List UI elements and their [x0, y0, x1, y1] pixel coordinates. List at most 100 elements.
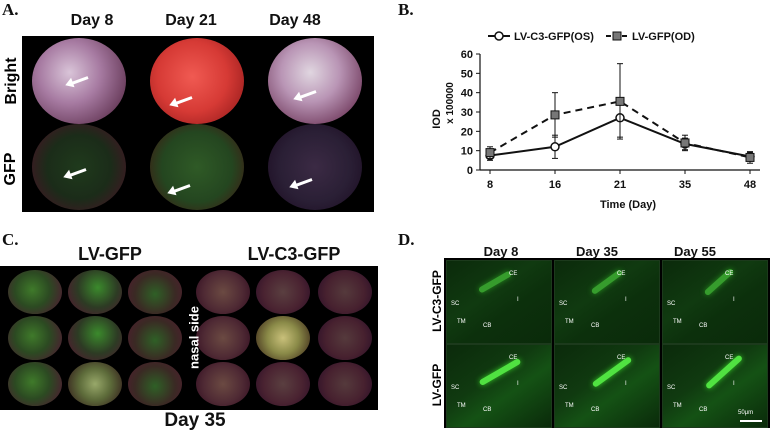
structure-label-cb: CB: [483, 323, 492, 329]
structure-label-sc: SC: [559, 385, 568, 391]
structure-label-i: I: [625, 297, 627, 303]
structure-label-tm: TM: [673, 403, 682, 409]
panel-c-image-grid: [0, 266, 378, 410]
structure-label-cb: CB: [483, 407, 492, 413]
data-point-circle: [550, 142, 560, 152]
panel-d-label: D.: [398, 230, 415, 249]
structure-label-tm: TM: [565, 319, 574, 325]
panel-a-image-grid: [22, 36, 374, 212]
x-tick-label: 16: [549, 179, 561, 191]
series-line-lv-gfp: [489, 100, 751, 159]
structure-label-ce: CE: [509, 271, 518, 277]
y-tick-label: 10: [461, 146, 473, 158]
fundus-image-tile: [128, 362, 182, 406]
fundus-image-tile: [256, 362, 310, 406]
y-tick-label: 0: [467, 165, 473, 177]
data-point-square: [615, 96, 625, 106]
fundus-image-tile: [8, 362, 62, 406]
y-axis-label: IOD: [431, 109, 443, 129]
structure-label-cb: CB: [591, 323, 600, 329]
y-tick-label: 50: [461, 68, 473, 80]
legend-marker-square: [612, 31, 622, 41]
structure-label-i: I: [625, 381, 627, 387]
structure-label-sc: SC: [667, 385, 676, 391]
histology-tile: CE SC TM CB I: [662, 260, 768, 344]
structure-label-tm: TM: [673, 319, 682, 325]
fundus-image-tile: [68, 316, 122, 360]
panel-c-day35-footer: Day 35: [164, 410, 226, 431]
y-tick-label: 20: [461, 126, 473, 138]
panel-a-bright-row-label: Bright: [3, 57, 20, 105]
structure-label-sc: SC: [559, 301, 568, 307]
panel-d-day55-header: Day 55: [674, 244, 716, 259]
fundus-image-tile: [256, 270, 310, 314]
panel-a-gfp-row-label: GFP: [2, 152, 19, 186]
legend-label: LV-C3-GFP(OS): [514, 31, 594, 43]
fundus-image-tile: [68, 362, 122, 406]
histology-tile: CE SC TM CB I: [662, 344, 768, 428]
data-point-square: [745, 152, 755, 162]
fundus-image-tile: [8, 316, 62, 360]
fundus-image-tile: [196, 270, 250, 314]
fundus-image-tile: [318, 316, 372, 360]
structure-label-cb: CB: [591, 407, 600, 413]
panel-a-label: A.: [2, 0, 19, 19]
x-tick-label: 21: [614, 179, 626, 191]
structure-label-i: I: [517, 297, 519, 303]
histology-tile: CE SC TM CB I: [446, 344, 552, 428]
structure-label-cb: CB: [699, 323, 708, 329]
panel-b-label: B.: [398, 0, 414, 19]
structure-label-tm: TM: [457, 319, 466, 325]
structure-label-tm: TM: [565, 403, 574, 409]
panel-c-group2-header: LV-C3-GFP: [247, 244, 341, 264]
structure-label-cb: CB: [699, 407, 708, 413]
fundus-image-tile: [196, 362, 250, 406]
panel-c-label: C.: [2, 230, 19, 249]
fundus-image-tile: [256, 316, 310, 360]
structure-label-sc: SC: [451, 385, 460, 391]
panel-d-day35-header: Day 35: [576, 244, 618, 259]
fundus-image-tile: [128, 316, 182, 360]
data-point-square: [550, 110, 560, 120]
structure-label-ce: CE: [509, 355, 518, 361]
y-axis-unit: x 100000: [445, 82, 456, 124]
structure-label-ce: CE: [617, 271, 626, 277]
structure-label-ce: CE: [617, 355, 626, 361]
structure-label-i: I: [733, 381, 735, 387]
gfp-signal: [704, 354, 744, 390]
fundus-image-tile: [8, 270, 62, 314]
scale-bar: [740, 420, 762, 422]
panel-a-day8-header: Day 8: [70, 12, 114, 29]
fundus-image-tile: [196, 316, 250, 360]
gfp-fundus-day48: [268, 124, 362, 210]
fundus-image-tile: [318, 362, 372, 406]
panel-c-group1-header: LV-GFP: [78, 244, 142, 264]
structure-label-tm: TM: [457, 403, 466, 409]
data-point-square: [680, 138, 690, 148]
structure-label-sc: SC: [451, 301, 460, 307]
gfp-fundus-day8: [32, 124, 126, 210]
x-tick-label: 35: [679, 179, 691, 191]
structure-label-ce: CE: [725, 355, 734, 361]
gfp-signal: [477, 270, 513, 294]
panel-d-day8-header: Day 8: [483, 244, 519, 259]
histology-tile: CE SC TM CB I: [554, 260, 660, 344]
panel-d-image-grid: CE SC TM CB I CE SC TM CB I CE SC TM CB I CE SC TM CB I CE SC…: [444, 258, 770, 428]
fundus-image-tile: [318, 270, 372, 314]
histology-tile: CE SC TM CB I: [554, 344, 660, 428]
panel-d-lvc3gfp-row-label: LV-C3-GFP: [430, 270, 444, 332]
x-tick-label: 8: [487, 179, 493, 191]
structure-label-i: I: [733, 297, 735, 303]
iod-line-chart: 0 10 20 30 40 50 60 8 16 21 35 48 LV-C3-GFP(OS) LV-G…: [431, 31, 760, 211]
structure-label-sc: SC: [667, 301, 676, 307]
gfp-fundus-day21: [150, 124, 244, 210]
gfp-signal: [478, 357, 522, 387]
legend-label: LV-GFP(OD): [632, 31, 695, 43]
y-tick-label: 60: [461, 49, 473, 61]
legend-marker-circle: [494, 31, 504, 41]
fundus-image-tile: [68, 270, 122, 314]
x-tick-label: 48: [744, 179, 756, 191]
structure-label-ce: CE: [725, 271, 734, 277]
structure-label-i: I: [517, 381, 519, 387]
histology-tile: CE SC TM CB I: [446, 260, 552, 344]
